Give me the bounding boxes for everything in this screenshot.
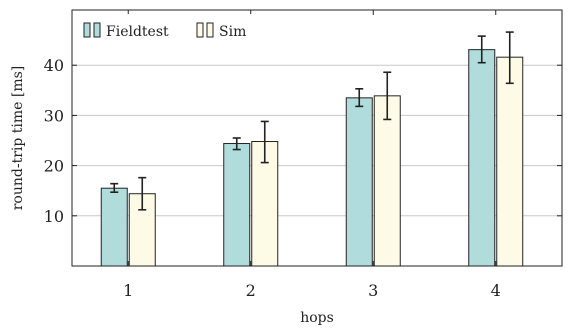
- x-axis-title: hops: [300, 310, 334, 326]
- y-axis-title: round-trip time [ms]: [10, 66, 26, 211]
- x-tick-label-2: 2: [246, 281, 256, 300]
- y-tick-label-10: 10: [44, 207, 64, 226]
- y-tick-label-30: 30: [44, 106, 64, 125]
- axis-ticks: [72, 10, 562, 266]
- error-bar-sim-2: [260, 120, 269, 164]
- bar-sim-4: [496, 56, 524, 267]
- legend-frame: [76, 14, 256, 50]
- x-tick-label-1: 1: [123, 281, 133, 300]
- bar-fieldtest-2: [223, 143, 251, 267]
- bar-fieldtest-4: [468, 49, 496, 267]
- error-bar-sim-3: [383, 71, 392, 121]
- error-bar-fieldtest-3: [355, 88, 364, 108]
- error-bar-fieldtest-1: [110, 182, 119, 194]
- plot-frame: [71, 9, 563, 267]
- error-bars: [110, 31, 514, 211]
- bars: [100, 49, 524, 267]
- x-tick-label-4: 4: [491, 281, 501, 300]
- tick-labels: 10 20 30 40 1 2 3 4: [44, 56, 501, 300]
- legend-label-fieldtest: Fieldtest: [106, 24, 169, 40]
- error-bar-sim-1: [138, 176, 147, 211]
- x-tick-label-3: 3: [368, 281, 378, 300]
- legend-swatch-sim: [196, 22, 214, 38]
- y-tick-label-40: 40: [44, 56, 64, 75]
- legend: Fieldtest Sim: [76, 14, 256, 50]
- legend-label-sim: Sim: [219, 24, 246, 40]
- bar-fieldtest-1: [100, 187, 128, 267]
- error-bar-fieldtest-2: [232, 137, 241, 151]
- error-bar-sim-4: [505, 31, 514, 85]
- bar-sim-3: [373, 95, 401, 267]
- legend-swatch-fieldtest: [83, 22, 101, 38]
- error-bar-fieldtest-4: [477, 35, 486, 64]
- y-tick-label-20: 20: [44, 157, 64, 176]
- bar-fieldtest-3: [345, 97, 373, 267]
